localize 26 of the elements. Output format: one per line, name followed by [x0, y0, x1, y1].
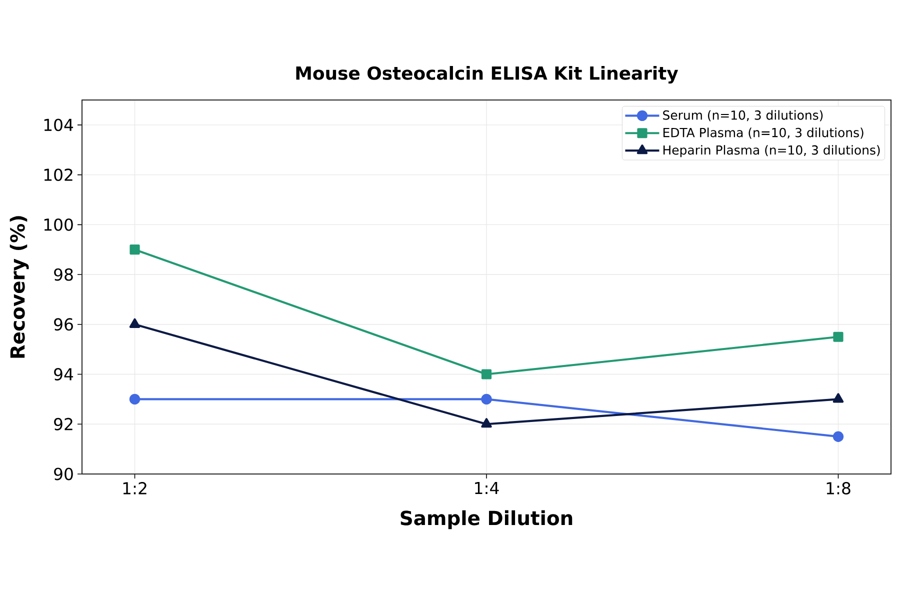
legend-label: EDTA Plasma (n=10, 3 dilutions) [663, 128, 864, 139]
point [833, 332, 844, 342]
y-tick-label: 98 [54, 268, 73, 281]
point [832, 431, 844, 442]
point [481, 369, 492, 380]
y-axis-title: Recovery (%) [10, 216, 29, 358]
x-tick-label: 1:2 [123, 482, 146, 494]
point [832, 393, 844, 403]
y-tick-label: 90 [54, 468, 73, 480]
y-tick-label: 100 [44, 218, 73, 231]
legend-label: Heparin Plasma (n=10, 3 dilutions) [663, 145, 880, 158]
legend-label: Serum (n=10, 3 dilutions) [663, 110, 823, 122]
y-tick-label: 92 [54, 418, 72, 430]
x-axis-title: Sample Dilution [400, 510, 572, 530]
point [481, 394, 492, 405]
point [481, 418, 492, 428]
point [130, 244, 140, 255]
x-tick-label: 1:8 [826, 482, 850, 494]
y-tick-label: 94 [54, 368, 74, 380]
point [129, 394, 140, 405]
point [129, 318, 140, 328]
y-tick-label: 96 [54, 318, 73, 331]
x-tick-label: 1:4 [475, 482, 499, 494]
chart-title: Mouse Osteocalcin ELISA Kit Linearity [296, 66, 678, 84]
y-tick-label: 102 [44, 168, 72, 182]
y-tick-label: 104 [44, 118, 74, 132]
